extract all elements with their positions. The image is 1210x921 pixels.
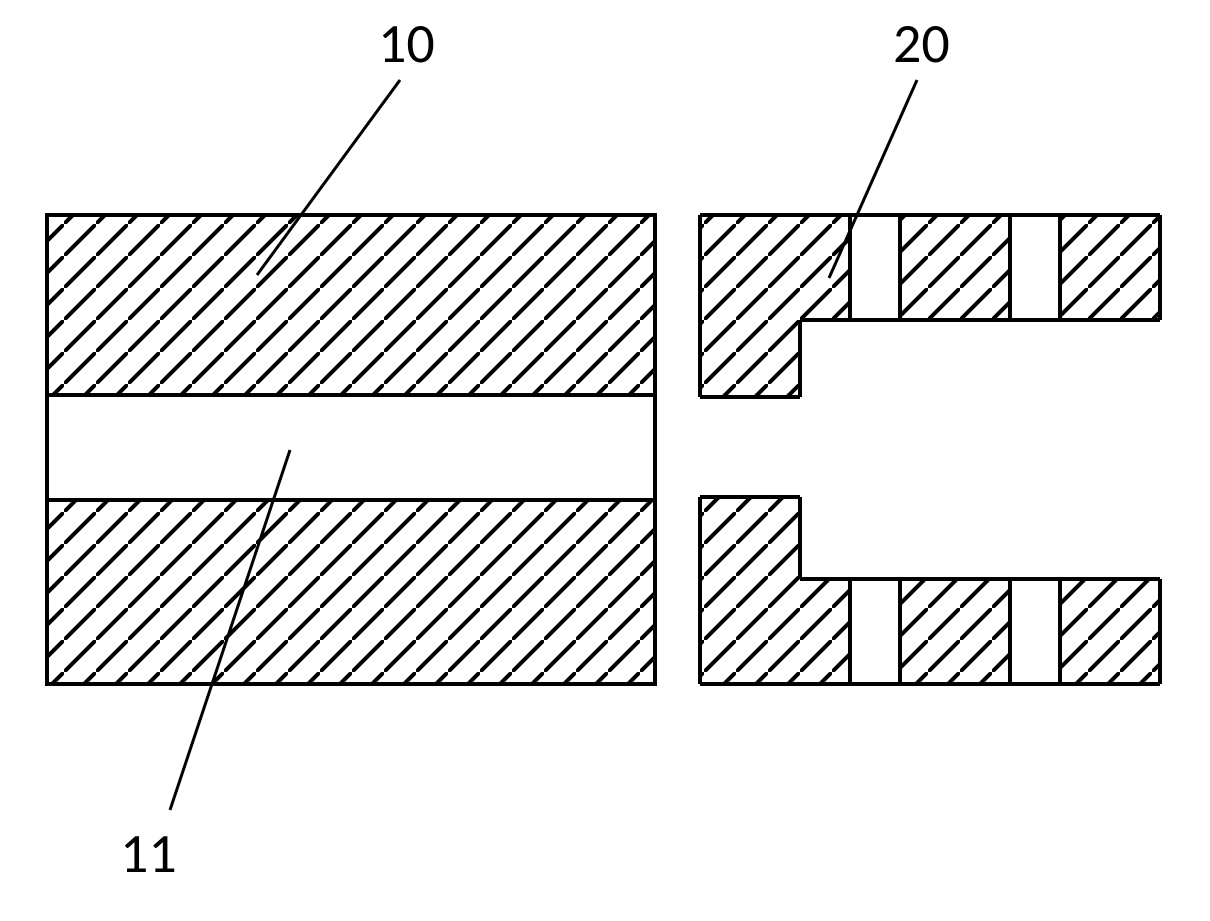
leader-lines xyxy=(170,80,917,810)
label-10: 10 xyxy=(378,10,435,78)
label-20: 20 xyxy=(893,10,950,78)
label-11: 11 xyxy=(120,820,177,888)
right-block xyxy=(700,215,1160,684)
left-block xyxy=(47,215,655,684)
